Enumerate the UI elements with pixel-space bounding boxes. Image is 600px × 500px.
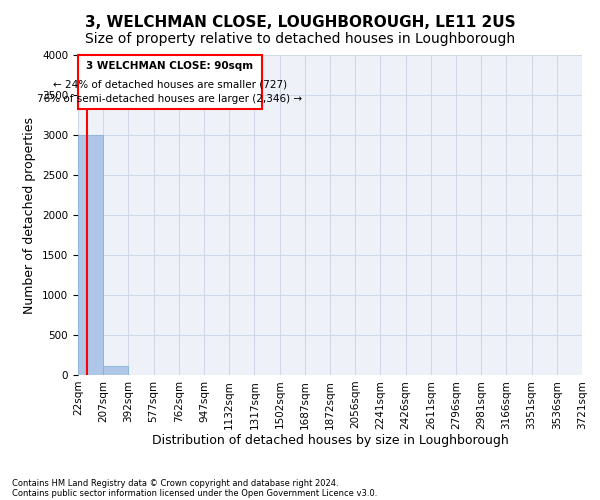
Bar [78,135,103,375]
FancyBboxPatch shape [78,55,262,108]
Text: 76% of semi-detached houses are larger (2,346) →: 76% of semi-detached houses are larger (… [37,94,302,104]
X-axis label: Distribution of detached houses by size in Loughborough: Distribution of detached houses by size … [152,434,508,447]
Y-axis label: Number of detached properties: Number of detached properties [23,116,37,314]
Text: Size of property relative to detached houses in Loughborough: Size of property relative to detached ho… [85,32,515,46]
Text: ← 24% of detached houses are smaller (727): ← 24% of detached houses are smaller (72… [53,79,287,89]
Text: 3, WELCHMAN CLOSE, LOUGHBOROUGH, LE11 2US: 3, WELCHMAN CLOSE, LOUGHBOROUGH, LE11 2U… [85,15,515,30]
Bar [103,366,128,375]
Text: 3 WELCHMAN CLOSE: 90sqm: 3 WELCHMAN CLOSE: 90sqm [86,62,254,72]
Text: Contains public sector information licensed under the Open Government Licence v3: Contains public sector information licen… [12,488,377,498]
Text: Contains HM Land Registry data © Crown copyright and database right 2024.: Contains HM Land Registry data © Crown c… [12,478,338,488]
